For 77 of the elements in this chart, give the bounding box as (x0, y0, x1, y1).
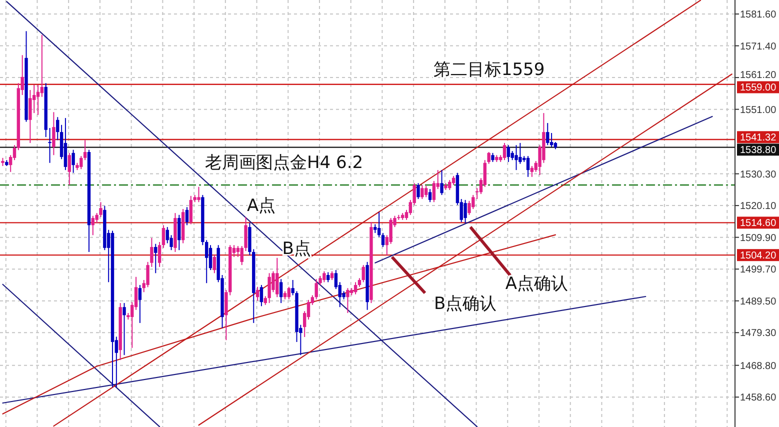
candlestick (416, 182, 420, 200)
candlestick (506, 144, 510, 162)
ref-line-label: 1514.60 (740, 218, 777, 230)
y-tick-label: 1499.70 (740, 264, 777, 276)
candlestick (12, 144, 16, 161)
candlestick (268, 272, 271, 304)
candlestick (68, 152, 71, 186)
candlestick (64, 118, 68, 171)
y-tick-label: 1479.30 (740, 328, 777, 340)
candlestick (56, 116, 60, 141)
annotation: A点确认 (505, 274, 568, 294)
candlestick (197, 186, 200, 203)
candlestick (178, 214, 181, 251)
candlestick (381, 232, 385, 248)
candlestick (502, 142, 506, 161)
ref-line-label: 1541.32 (740, 132, 777, 144)
annotation: A点 (246, 196, 276, 216)
candlestick (424, 185, 428, 198)
candlestick (276, 257, 279, 298)
candlestick (526, 156, 530, 178)
y-tick-label: 1489.50 (740, 296, 777, 308)
y-tick-label: 1520.10 (740, 201, 777, 212)
candlestick (440, 170, 444, 196)
candlestick (514, 144, 518, 171)
candlestick (208, 244, 212, 271)
candlestick (48, 128, 52, 164)
candlestick (550, 132, 554, 148)
candlestick (260, 284, 264, 307)
candlestick (189, 195, 193, 225)
candlestick (80, 156, 83, 170)
y-tick-label: 1571.40 (740, 41, 777, 52)
candlestick (362, 264, 365, 283)
candlestick (158, 242, 162, 268)
candlestick (212, 254, 216, 274)
candlestick (530, 166, 534, 178)
y-tick-label: 1509.90 (740, 232, 777, 244)
candlestick (83, 140, 87, 161)
text: 老周画图点金H4 6.2 (205, 153, 364, 173)
annotation: B点 (282, 239, 311, 259)
candlestick (72, 149, 75, 174)
ref-line-label: 1559.00 (740, 82, 777, 94)
candlestick (546, 122, 550, 146)
candlestick (40, 34, 44, 98)
candlestick (377, 212, 381, 238)
annotation: 第二目标1559 (433, 60, 545, 80)
candlestick (491, 152, 494, 162)
candlestick (36, 84, 40, 116)
candlestick (472, 194, 475, 210)
candlestick (122, 302, 126, 356)
y-tick-label: 1551.00 (740, 104, 777, 116)
y-tick-label: 1581.60 (740, 10, 777, 21)
candlestick (185, 206, 189, 226)
candlestick (138, 284, 142, 324)
candlestick (448, 180, 452, 190)
candlestick (256, 286, 260, 302)
candlestick (279, 278, 283, 304)
candlestick (420, 184, 424, 200)
candlestick (346, 288, 350, 314)
candlestick (464, 199, 467, 224)
candlestick (322, 270, 326, 283)
candlestick (166, 226, 169, 244)
candlestick (91, 215, 95, 236)
candlestick (287, 286, 291, 300)
ref-line-label: 1538.80 (740, 145, 777, 156)
y-tick-label: 1468.80 (740, 360, 777, 372)
y-tick-label: 1561.20 (740, 70, 777, 82)
y-tick-label: 1458.60 (740, 392, 777, 404)
y-tick-label: 1530.30 (740, 169, 777, 180)
ref-line-label: 1504.20 (740, 250, 777, 262)
candlestick (432, 180, 436, 203)
candlestick (162, 224, 166, 248)
candlestick (326, 272, 330, 283)
annotation: B点确认 (434, 294, 497, 314)
candlestick (154, 243, 158, 274)
candlestick (52, 112, 56, 156)
candlestick (428, 188, 432, 203)
candlestick (354, 282, 358, 295)
